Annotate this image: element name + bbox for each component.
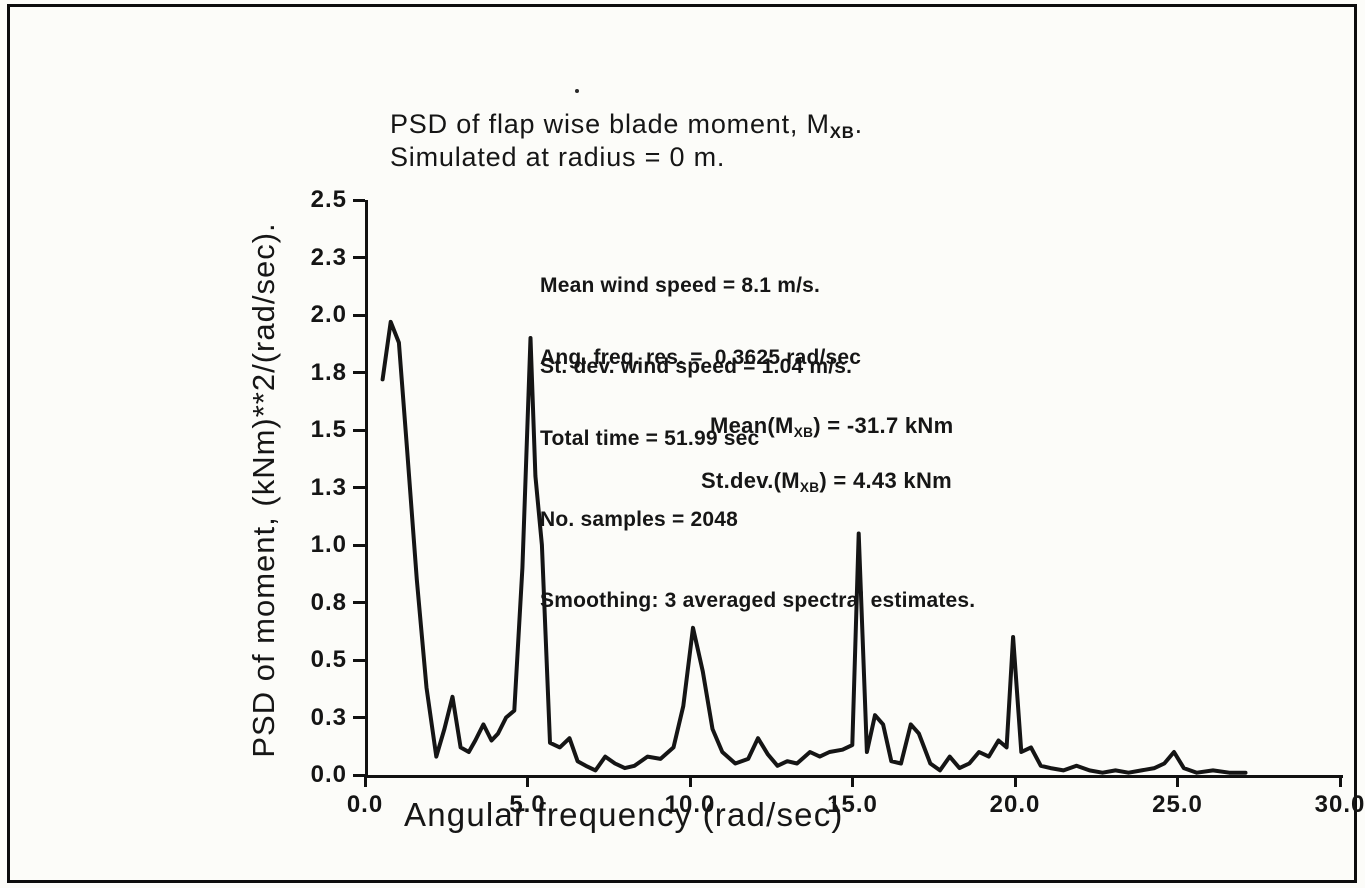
stat-stdev-value: ) = 4.43 kNm <box>819 468 953 493</box>
x-tick-label: 25.0 <box>1152 791 1203 818</box>
y-tick-mark <box>353 428 365 432</box>
annotation-stdev-wind-speed: St. dev. wind speed = 1.04 m/s. <box>540 355 853 378</box>
scan-speck <box>575 89 579 93</box>
y-tick-label: 2.0 <box>310 301 347 328</box>
y-tick-mark <box>353 256 365 259</box>
stat-mean-value: ) = -31.7 kNm <box>813 413 954 438</box>
y-tick-label: 1.8 <box>310 358 347 386</box>
y-tick-label: 0.3 <box>310 703 347 731</box>
y-tick-label: 0.0 <box>310 761 347 788</box>
x-tick-label: 5.0 <box>509 791 546 818</box>
y-tick-label: 0.5 <box>310 646 347 673</box>
annotation-simulation-block: Ang. freq. res. = 0.3625 rad/sec Total t… <box>540 290 975 668</box>
x-tick-mark <box>1176 775 1179 787</box>
y-tick-label: 0.8 <box>310 588 347 616</box>
stat-stdev-text: St.dev.(M <box>701 468 800 493</box>
stat-stdev-subscript: XB <box>799 480 820 496</box>
x-tick-mark <box>363 775 367 787</box>
chart-title-period: . <box>854 109 863 139</box>
y-tick-label: 1.5 <box>310 416 347 443</box>
annotation-total-time: Total time = 51.99 sec <box>540 427 760 450</box>
y-tick-label: 2.5 <box>310 186 347 213</box>
chart-title-subscript: XB <box>829 123 855 143</box>
x-tick-mark <box>688 775 692 787</box>
x-tick-mark <box>1338 775 1342 787</box>
chart-title: PSD of flap wise blade moment, MXB. <box>390 108 863 149</box>
y-tick-mark <box>353 773 365 777</box>
y-tick-mark <box>353 313 365 317</box>
x-tick-label: 30.0 <box>1314 791 1365 818</box>
x-tick-mark <box>851 775 854 787</box>
y-tick-label: 1.3 <box>310 473 347 501</box>
stat-stdev-moment: St.dev.(MXB) = 4.43 kNm <box>701 468 952 495</box>
annotation-num-samples: No. samples = 2048 <box>540 508 738 531</box>
psd-curve <box>380 319 1248 775</box>
annotation-mean-wind-speed: Mean wind speed = 8.1 m/s. <box>540 274 821 297</box>
x-tick-label: 0.0 <box>346 791 384 818</box>
y-tick-mark <box>353 658 365 662</box>
annotation-wind-block: Mean wind speed = 8.1 m/s. St. dev. wind… <box>540 218 852 434</box>
plot-area: Mean wind speed = 8.1 m/s. St. dev. wind… <box>365 200 1343 778</box>
x-axis-label: Angular frequency (rad/sec) <box>404 796 844 833</box>
stat-mean-moment: Mean(MXB) = -31.7 kNm <box>710 413 953 440</box>
y-tick-mark <box>353 601 365 604</box>
chart-title-text: PSD of flap wise blade moment, M <box>390 109 830 139</box>
x-tick-mark <box>526 775 529 787</box>
chart-subtitle: Simulated at radius = 0 m. <box>390 142 726 172</box>
stat-mean-text: Mean(M <box>710 413 794 438</box>
psd-curve-svg <box>380 319 1248 775</box>
y-tick-mark <box>353 716 365 719</box>
x-tick-label: 10.0 <box>664 791 716 818</box>
y-tick-mark <box>353 198 365 202</box>
x-tick-mark <box>1013 775 1017 787</box>
x-tick-label: 15.0 <box>827 791 878 818</box>
y-tick-mark <box>353 371 365 374</box>
y-tick-mark <box>353 486 365 489</box>
x-tick-label: 20.0 <box>989 791 1041 818</box>
stat-mean-subscript: XB <box>793 425 814 441</box>
y-tick-label: 2.3 <box>310 243 347 271</box>
annotation-freq-resolution: Ang. freq. res. = 0.3625 rad/sec <box>540 346 862 369</box>
annotation-smoothing: Smoothing: 3 averaged spectral estimates… <box>540 589 976 612</box>
y-tick-label: 1.0 <box>310 531 347 558</box>
y-tick-mark <box>353 543 365 547</box>
